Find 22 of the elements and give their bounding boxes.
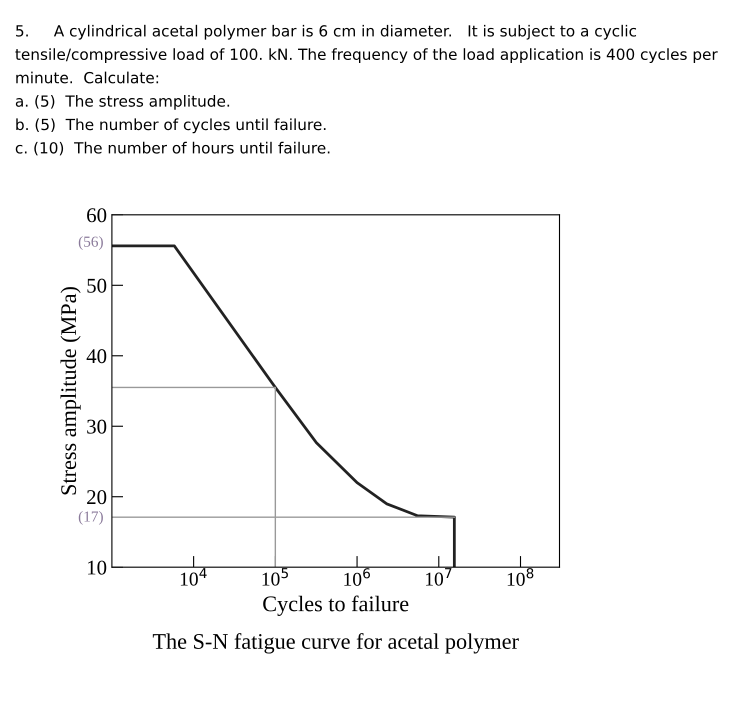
text: c. (10) The number of hours until failure. — [16, 142, 330, 156]
text: 5. A cylindrical acetal polymer bar is 6 cm in diameter. It is subject to a cyclic — [16, 24, 636, 40]
text: tensile/compressive load of 100. kN. The frequency of the load application is 400 cycles per — [15, 48, 718, 63]
text: The S-N fatigue curve for acetal polymer — [152, 633, 519, 654]
y-tick-label: 60 — [87, 208, 106, 222]
x-tick-label: 10$^{6}$ — [344, 568, 370, 586]
x-tick-label: 10$^{8}$ — [508, 568, 534, 586]
text: b. (5) The number of cycles until failure. — [16, 118, 326, 134]
text: a. (5) The stress amplitude. — [16, 95, 230, 110]
x-tick-label: 10$^{7}$ — [426, 568, 452, 586]
x-tick-label: 10$^{5}$ — [262, 568, 288, 586]
y-tick-label: 10 — [88, 560, 106, 575]
x-tick-label: 10$^{4}$ — [180, 568, 207, 586]
y-axis-title: Stress amplitude (MPa) — [60, 287, 81, 494]
annotation: (17) — [78, 510, 103, 525]
x-axis-title: Cycles to failure — [263, 596, 408, 616]
y-tick-label: 20 — [87, 490, 106, 504]
y-tick-label: 50 — [87, 278, 106, 293]
y-tick-label: 30 — [87, 420, 106, 434]
annotation: (56) — [78, 236, 103, 250]
text: minute. Calculate: — [16, 72, 158, 84]
y-tick-label: 40 — [86, 349, 106, 364]
